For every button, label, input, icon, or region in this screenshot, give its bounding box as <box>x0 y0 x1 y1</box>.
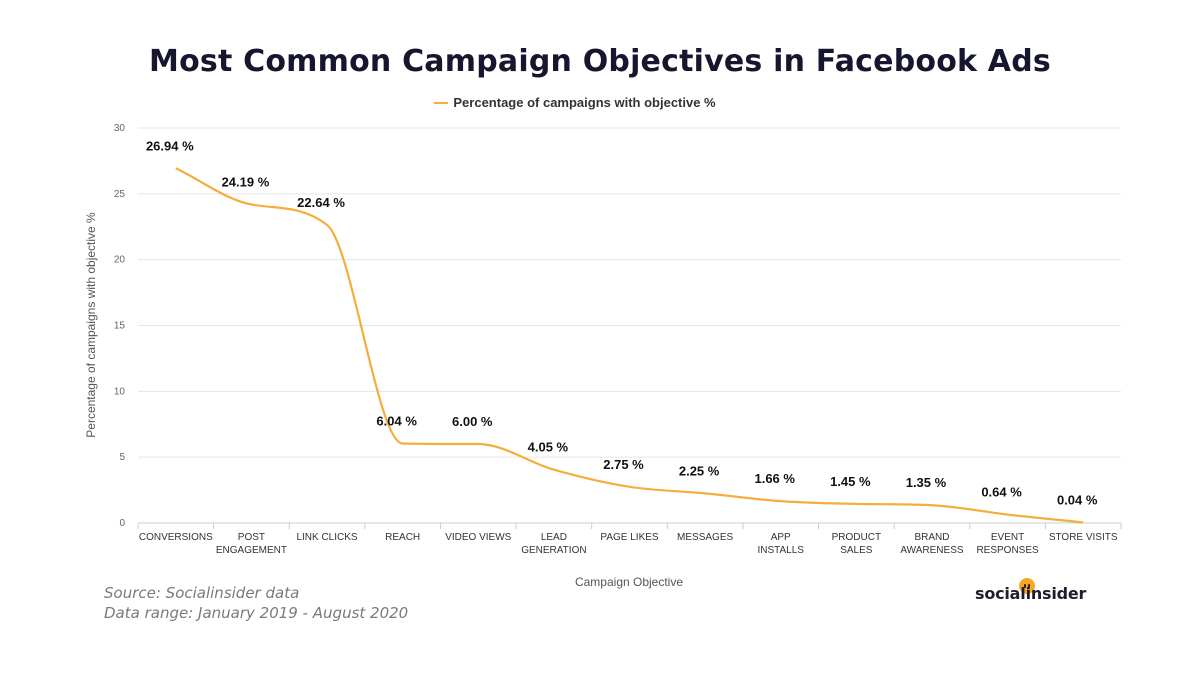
x-tick-label: INSTALLS <box>757 545 804 556</box>
y-tick-label: 15 <box>114 321 126 332</box>
data-label: 0.64 % <box>981 485 1022 500</box>
brand-name: socialinsider <box>975 584 1087 603</box>
data-point <box>476 442 480 446</box>
y-tick-label: 25 <box>114 189 126 200</box>
data-point <box>1006 513 1010 517</box>
x-tick-label: POST <box>238 532 265 543</box>
data-label: 22.64 % <box>297 195 345 210</box>
data-label: 6.00 % <box>452 414 493 429</box>
data-point <box>930 503 934 507</box>
data-label: 4.05 % <box>528 440 569 455</box>
x-tick-label: LEAD <box>541 532 567 543</box>
data-point <box>325 223 329 227</box>
x-tick-label: VIDEO VIEWS <box>445 532 511 543</box>
x-tick-label: PRODUCT <box>832 532 881 543</box>
chart-legend[interactable]: Percentage of campaigns with objective % <box>0 95 1150 110</box>
x-tick-label: APP <box>771 532 791 543</box>
x-tick-label: AWARENESS <box>900 545 963 556</box>
logo-dot-icon <box>1019 578 1035 594</box>
x-tick-label: GENERATION <box>521 545 586 556</box>
data-label: 2.75 % <box>603 457 644 472</box>
series-line <box>175 167 1084 524</box>
data-label: 1.45 % <box>830 474 871 489</box>
x-tick-label: LINK CLICKS <box>296 532 357 543</box>
data-label: 1.35 % <box>906 475 947 490</box>
x-tick-label: BRAND <box>914 532 949 543</box>
data-label: 6.04 % <box>376 413 417 428</box>
data-point <box>401 441 405 445</box>
x-tick-label: ENGAGEMENT <box>216 545 287 556</box>
y-tick-label: 0 <box>119 518 125 529</box>
data-point <box>249 202 253 206</box>
y-tick-label: 20 <box>114 255 126 266</box>
x-tick-label: PAGE LIKES <box>600 532 659 543</box>
data-label: 24.19 % <box>222 174 270 189</box>
data-label: 2.25 % <box>679 463 720 478</box>
y-axis-title: Percentage of campaigns with objective % <box>84 212 98 438</box>
x-tick-label: SALES <box>840 545 873 556</box>
chart-title: Most Common Campaign Objectives in Faceb… <box>149 44 1051 79</box>
data-point <box>552 468 556 472</box>
x-axis-title: Campaign Objective <box>575 575 683 589</box>
data-point <box>703 491 707 495</box>
x-tick-label: EVENT <box>991 532 1024 543</box>
legend-swatch <box>434 101 449 104</box>
data-point <box>174 166 178 170</box>
x-tick-label: RESPONSES <box>976 545 1039 556</box>
date-range-line: Data range: January 2019 - August 2020 <box>104 604 409 622</box>
source-line: Source: Socialinsider data <box>104 584 300 602</box>
y-tick-label: 10 <box>114 386 126 397</box>
data-point <box>1081 520 1085 524</box>
x-tick-label: CONVERSIONS <box>139 532 213 543</box>
x-tick-label: MESSAGES <box>677 532 733 543</box>
data-point <box>779 499 783 503</box>
data-point <box>628 485 632 489</box>
data-label: 1.66 % <box>754 471 795 486</box>
data-label: 0.04 % <box>1057 492 1098 507</box>
legend-label: Percentage of campaigns with objective % <box>453 95 716 110</box>
data-point <box>854 502 858 506</box>
y-tick-label: 30 <box>114 123 126 134</box>
x-tick-label: REACH <box>385 532 420 543</box>
x-tick-label: STORE VISITS <box>1049 532 1118 543</box>
data-label: 26.94 % <box>146 138 194 153</box>
y-tick-label: 5 <box>119 452 125 463</box>
source-note: Source: Socialinsider data Data range: J… <box>104 583 408 623</box>
